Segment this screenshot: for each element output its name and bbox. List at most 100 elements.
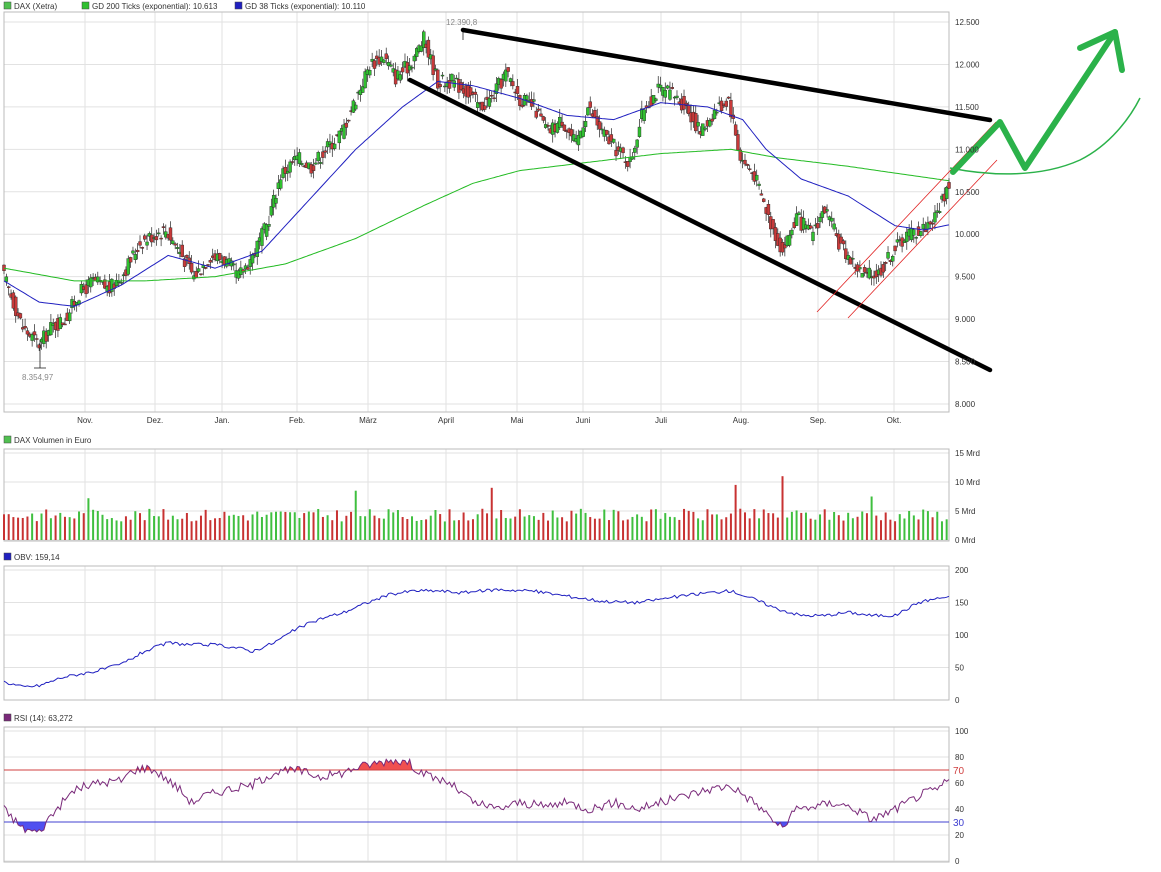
obv-panel <box>3 588 950 688</box>
legend-swatch-obv <box>3 552 12 561</box>
volume-bar-316 <box>743 512 746 540</box>
candle-body-377 <box>886 252 890 259</box>
candle-body-217 <box>511 81 515 87</box>
candle-body-201 <box>473 91 478 95</box>
candle-body-77 <box>182 258 187 267</box>
volume-bar-10 <box>26 516 29 540</box>
legend-swatch-vol <box>3 435 12 444</box>
candle-body-50 <box>119 282 123 284</box>
volume-bar-192 <box>453 520 456 540</box>
volume-bar-84 <box>199 515 202 540</box>
candle-body-193 <box>454 77 459 80</box>
volume-bar-276 <box>650 509 653 540</box>
volume-bar-114 <box>270 512 273 540</box>
candle-body-9 <box>23 326 27 329</box>
volume-bar-12 <box>31 513 34 540</box>
candle-body-309 <box>726 96 731 99</box>
candle-body-278 <box>654 98 658 101</box>
candle-body-339 <box>797 212 801 216</box>
candle-body-335 <box>787 234 792 246</box>
volume-bar-230 <box>542 512 545 540</box>
candle-body-82 <box>194 271 198 278</box>
volume-bar-164 <box>387 509 390 540</box>
candle-body-236 <box>555 123 560 133</box>
candle-body-134 <box>316 152 320 162</box>
volume-bar-324 <box>762 509 765 540</box>
grid-lines <box>4 12 949 862</box>
volume-bar-350 <box>823 509 826 540</box>
volume-bar-86 <box>204 509 207 540</box>
candle-body-150 <box>354 104 358 110</box>
volume-bar-194 <box>457 520 460 540</box>
candle-body-12 <box>30 334 34 341</box>
candle-body-302 <box>710 118 714 122</box>
candle-body-336 <box>790 229 794 236</box>
candle-body-65 <box>154 236 159 241</box>
volume-bar-188 <box>443 521 446 540</box>
volume-bar-112 <box>265 514 268 540</box>
candle-body-271 <box>637 126 642 137</box>
volume-bar-190 <box>448 509 451 540</box>
volume-bar-366 <box>861 511 864 540</box>
candle-body-210 <box>494 83 499 94</box>
rsi-ref-label-1: 30 <box>953 818 965 829</box>
volume-bar-364 <box>856 516 859 540</box>
x-tick-5: April <box>438 416 454 425</box>
candle-body-154 <box>363 71 367 89</box>
candle-body-59 <box>140 247 145 249</box>
candle-body-7 <box>18 313 23 319</box>
volume-bar-210 <box>495 518 498 540</box>
volume-bar-310 <box>729 513 732 540</box>
candle-body-395 <box>928 221 932 225</box>
candle-body-280 <box>658 84 663 89</box>
candle-body-221 <box>520 104 524 107</box>
candle-body-216 <box>508 78 513 82</box>
y-tick-main-9: 8.000 <box>955 400 976 409</box>
price-panel <box>2 28 951 369</box>
candle-body-282 <box>663 90 667 98</box>
volume-bar-248 <box>584 512 587 540</box>
volume-bar-312 <box>734 484 737 540</box>
legend-label-main-0: DAX (Xetra) <box>14 2 57 11</box>
candle-body-202 <box>475 102 480 108</box>
candle-body-43 <box>103 279 107 289</box>
candle-body-245 <box>576 134 581 146</box>
x-tick-6: Mai <box>511 416 524 425</box>
candle-body-403 <box>947 182 951 189</box>
volume-bar-362 <box>851 518 854 540</box>
volume-bar-62 <box>148 508 151 540</box>
volume-bar-270 <box>636 514 639 540</box>
x-tick-0: Nov. <box>77 416 93 425</box>
volume-bar-120 <box>284 511 287 540</box>
volume-bar-322 <box>758 518 761 540</box>
panel-frame-rsi <box>3 726 950 863</box>
volume-bar-176 <box>415 520 418 540</box>
volume-bar-78 <box>185 513 188 540</box>
legend-swatch-main-1 <box>81 1 90 10</box>
candle-body-137 <box>323 150 327 153</box>
candle-body-349 <box>820 211 825 218</box>
volume-bar-296 <box>697 518 700 540</box>
volume-bar-218 <box>514 516 517 540</box>
volume-bar-348 <box>819 514 822 540</box>
panel-frame-obv <box>3 565 950 701</box>
volume-bar-172 <box>406 519 409 540</box>
candle-body-169 <box>398 74 402 81</box>
volume-bar-44 <box>106 519 109 540</box>
candle-body-338 <box>794 213 799 226</box>
y-tick-main-4: 10.500 <box>955 188 980 197</box>
candle-body-299 <box>703 127 707 130</box>
volume-bar-174 <box>411 516 414 540</box>
volume-bar-282 <box>664 513 667 540</box>
volume-bar-318 <box>748 518 751 540</box>
volume-bar-252 <box>593 518 596 540</box>
candle-body-35 <box>84 284 88 295</box>
panel-frame-main <box>3 11 950 413</box>
volume-bar-242 <box>570 510 573 540</box>
x-tick-2: Jan. <box>214 416 229 425</box>
volume-bar-116 <box>275 511 278 540</box>
candle-body-354 <box>832 223 836 230</box>
forecast-curve <box>949 97 1141 175</box>
candle-body-296 <box>696 122 700 127</box>
candle-body-146 <box>344 122 349 128</box>
